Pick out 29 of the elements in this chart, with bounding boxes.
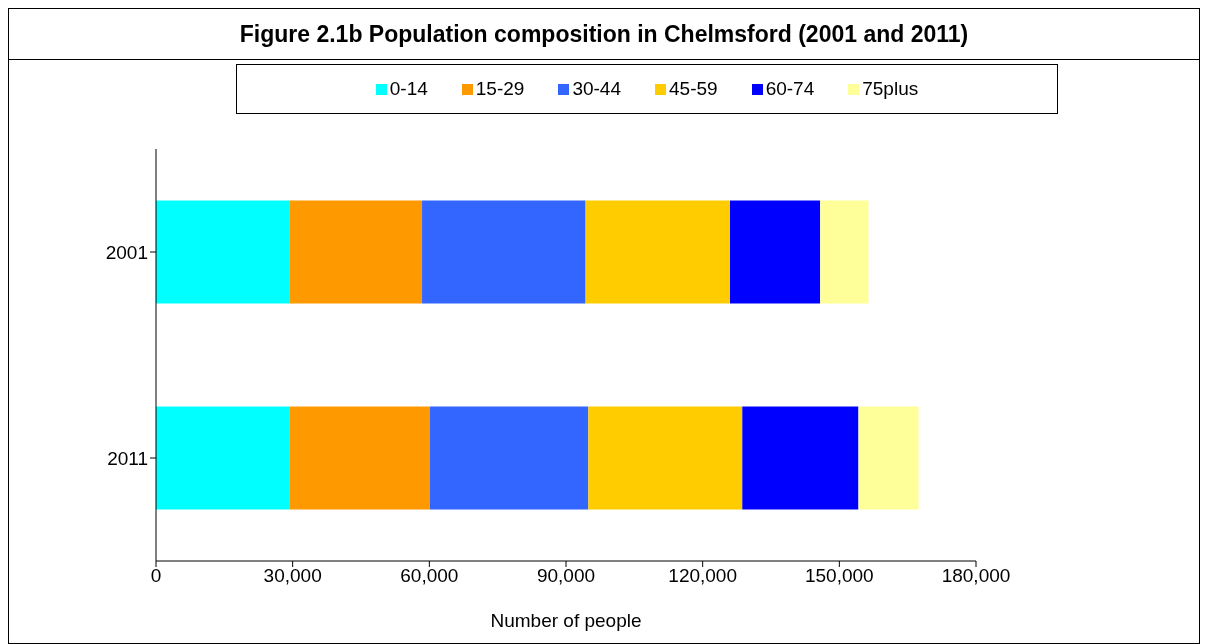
bar [858, 406, 919, 510]
x-tick-label: 120,000 [668, 565, 738, 587]
y-tick-label: 2001 [105, 241, 148, 263]
legend-label: 60-74 [765, 78, 815, 100]
bar [422, 200, 586, 304]
x-tick-label: 30,000 [263, 565, 322, 587]
x-tick-label: 90,000 [536, 565, 596, 587]
legend-label: 0-14 [389, 78, 428, 100]
bar [585, 200, 730, 304]
bar [429, 406, 589, 510]
x-axis-title: Number of people [490, 610, 642, 631]
x-tick-label: 150,000 [804, 565, 874, 587]
legend-label: 30-44 [572, 78, 622, 100]
bar [289, 406, 430, 510]
bar [289, 200, 423, 304]
y-tick-label: 2011 [107, 447, 148, 469]
x-tick-label: 60,000 [400, 565, 459, 587]
x-tick-label: 180,000 [941, 565, 1011, 587]
x-tick-label: 0 [150, 565, 162, 587]
legend-label: 15-29 [475, 78, 525, 100]
bar [588, 406, 743, 510]
bar [730, 200, 821, 304]
bar [742, 406, 859, 510]
chart-title: Figure 2.1b Population composition in Chelmsford (2001 and 2011) [9, 9, 1199, 60]
legend-label: 75plus [862, 78, 919, 100]
bar [156, 200, 290, 304]
bar [156, 406, 290, 510]
legend-label: 45-59 [669, 78, 718, 100]
bar [820, 200, 869, 304]
